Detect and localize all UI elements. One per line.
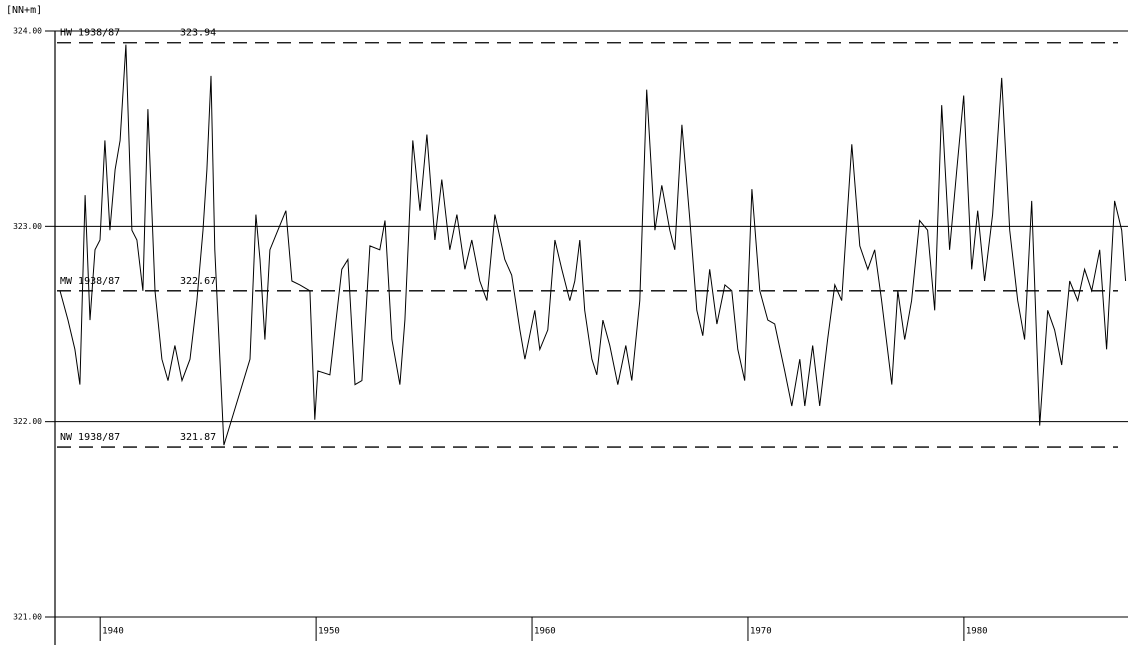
reference-value: 322.67 (180, 276, 216, 287)
y-tick-label: 321.00 (13, 613, 42, 622)
x-tick-label: 1940 (102, 627, 124, 637)
x-tick-label: 1960 (534, 627, 556, 637)
reference-label: MW 1938/87 (60, 276, 120, 287)
x-tick-label: 1950 (318, 627, 340, 637)
reference-value: 323.94 (180, 28, 216, 39)
x-tick-label: 1970 (750, 627, 772, 637)
reference-label: NW 1938/87 (60, 432, 120, 443)
y-tick-label: 322.00 (13, 417, 42, 426)
y-axis-label: [NN+m] (6, 5, 42, 16)
x-tick-label: 1980 (966, 627, 988, 637)
reference-label: HW 1938/87 (60, 28, 120, 39)
water-level-line (59, 44, 1127, 446)
reference-value: 321.87 (180, 432, 216, 443)
y-tick-label: 323.00 (13, 222, 42, 231)
y-tick-label: 324.00 (13, 27, 42, 36)
